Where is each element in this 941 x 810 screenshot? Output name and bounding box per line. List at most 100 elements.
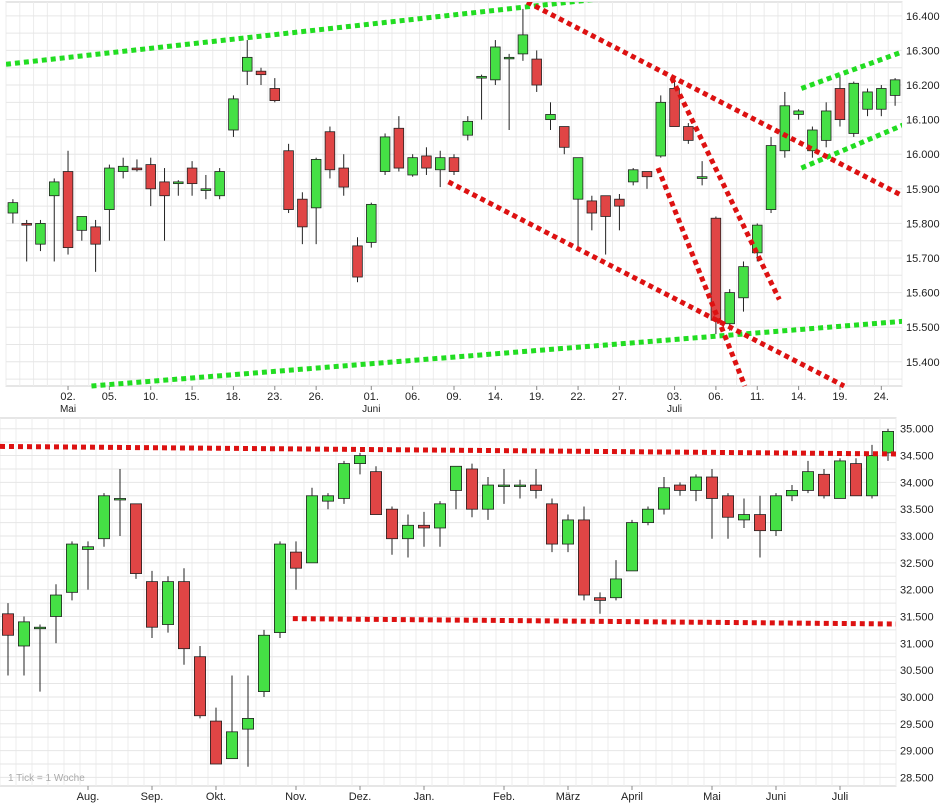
daily-candle-body: [35, 223, 46, 245]
weekly-candle: [17, 616, 30, 676]
weekly-candle: [562, 514, 575, 553]
daily-y-tick-label: 16.200: [906, 80, 940, 92]
daily-candle-body: [696, 176, 708, 179]
daily-candle-body: [641, 171, 653, 178]
daily-y-tick-label: 15.800: [906, 218, 940, 230]
weekly-candle: [866, 444, 879, 499]
daily-candle-body: [876, 88, 887, 110]
weekly-candle: [722, 493, 735, 539]
weekly-candle-body: [722, 495, 735, 518]
weekly-candle: [578, 506, 591, 601]
weekly-candle: [770, 493, 783, 537]
daily-candle-body: [76, 216, 88, 231]
daily-candle-body: [7, 202, 19, 214]
weekly-candle-body: [674, 484, 687, 491]
daily-candle-body: [366, 203, 377, 243]
daily-candle: [35, 219, 46, 252]
weekly-candlestick-chart: 28.500 29.000 29.500 30.000 30.500 31.000 31.5…: [0, 417, 934, 803]
weekly-candle: [114, 468, 127, 537]
daily-x-tick-label: 06.: [708, 391, 723, 403]
weekly-candle: [417, 511, 430, 547]
weekly-y-tick-label: 33.500: [900, 504, 934, 516]
weekly-candle: [177, 568, 190, 665]
daily-x-tick-label: 01.: [364, 391, 379, 403]
daily-candle: [586, 195, 598, 231]
daily-candle: [255, 67, 267, 86]
weekly-x-tick-label: März: [556, 791, 580, 803]
daily-candle: [752, 223, 763, 262]
weekly-candle-body: [481, 484, 494, 510]
daily-candle-body: [324, 131, 336, 171]
weekly-candle-body: [401, 524, 414, 540]
daily-candle: [393, 116, 405, 172]
weekly-candle: [225, 675, 238, 760]
daily-candle-body: [738, 266, 749, 299]
weekly-candle: [690, 474, 703, 502]
daily-x-tick-label: 05.: [102, 391, 117, 403]
daily-trendline-red: [525, 2, 902, 199]
weekly-candle: [786, 485, 799, 502]
daily-candle: [159, 168, 170, 241]
weekly-candle: [594, 592, 607, 614]
daily-candle-body: [614, 198, 625, 207]
weekly-x-tick-label: Jan.: [414, 791, 435, 803]
daily-candle-body: [448, 157, 460, 172]
weekly-candle-body: [2, 613, 14, 636]
weekly-candle: [82, 541, 95, 590]
weekly-candle-body: [193, 656, 206, 717]
weekly-candle-body: [161, 581, 174, 625]
daily-candle: [517, 8, 529, 61]
daily-x-tick-label: 02.: [60, 391, 75, 403]
daily-candle: [49, 178, 60, 262]
daily-candle-body: [600, 195, 611, 217]
daily-candle-body: [683, 126, 694, 141]
daily-x-tick-label: 23.: [267, 391, 282, 403]
weekly-candle-body: [514, 484, 527, 487]
daily-candle-body: [159, 181, 170, 197]
daily-x-tick-label: 24.: [874, 391, 889, 403]
daily-candle: [145, 157, 156, 207]
daily-candle-body: [200, 188, 212, 191]
daily-x-tick-label: 14.: [791, 391, 806, 403]
daily-candle-body: [283, 150, 294, 210]
daily-candle: [90, 219, 101, 272]
daily-trendline-red: [447, 179, 846, 389]
daily-x-tick-label: 09.: [446, 391, 461, 403]
weekly-candle: [882, 428, 895, 461]
daily-candle: [407, 154, 418, 177]
daily-candle-body: [297, 198, 308, 228]
weekly-candle: [818, 468, 831, 499]
weekly-candle-body: [34, 626, 47, 630]
weekly-candle-body: [594, 597, 607, 601]
daily-candle: [338, 154, 349, 196]
weekly-candle-body: [257, 634, 270, 692]
weekly-candle-body: [241, 718, 254, 730]
weekly-candle-body: [562, 519, 575, 545]
weekly-candle-body: [530, 484, 543, 491]
daily-candle: [76, 216, 88, 241]
daily-candle: [7, 199, 19, 224]
weekly-candle: [834, 458, 847, 499]
weekly-y-tick-label: 28.500: [900, 772, 934, 784]
daily-y-tick-label: 15.700: [906, 253, 940, 265]
daily-candle-body: [242, 56, 253, 72]
weekly-candle: [273, 541, 286, 638]
daily-x-tick-label: 26.: [309, 391, 324, 403]
daily-candle: [379, 133, 391, 175]
daily-candle-body: [62, 171, 74, 249]
daily-candle: [793, 109, 804, 120]
weekly-candle-body: [385, 508, 398, 540]
daily-candle-body: [421, 155, 432, 169]
daily-candle: [710, 216, 722, 335]
daily-x-tick-sublabel: Juni: [362, 404, 380, 415]
weekly-candle-body: [289, 551, 302, 569]
daily-candle: [738, 261, 749, 312]
daily-candle: [696, 161, 708, 186]
daily-candle-body: [255, 70, 267, 76]
daily-candlestick-chart: 15.400 15.500 15.600 15.700 15.800 15.900 16.0…: [5, 1, 940, 415]
daily-candle: [228, 95, 239, 137]
daily-candle-body: [862, 91, 873, 110]
weekly-candle-body: [626, 522, 639, 572]
weekly-candle: [98, 493, 111, 547]
weekly-candle: [257, 629, 270, 697]
